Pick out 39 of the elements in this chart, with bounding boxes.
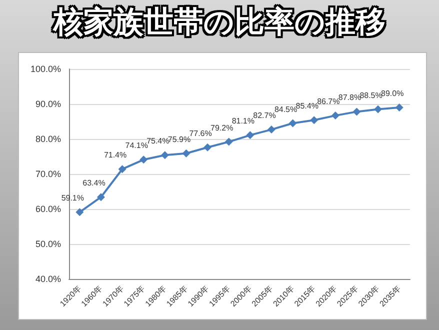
point bbox=[310, 116, 318, 124]
point bbox=[96, 193, 105, 202]
point bbox=[331, 112, 340, 120]
data-label: 79.2% bbox=[210, 123, 234, 132]
data-label: 81.1% bbox=[232, 116, 254, 126]
data-label: 71.4% bbox=[104, 150, 127, 160]
point bbox=[374, 105, 382, 114]
y-tick-label: 80.0% bbox=[35, 134, 61, 144]
y-tick-label: 40.0% bbox=[35, 274, 61, 284]
point bbox=[76, 208, 84, 216]
point bbox=[352, 108, 361, 116]
point bbox=[224, 138, 233, 146]
point bbox=[288, 119, 297, 128]
point bbox=[395, 104, 404, 112]
chart-title: 核家族世帯の比率の推移 bbox=[52, 4, 386, 42]
point bbox=[204, 143, 212, 152]
y-tick-label: 90.0% bbox=[35, 99, 61, 109]
y-tick-label: 100.0% bbox=[30, 64, 61, 74]
y-tick-label: 70.0% bbox=[35, 169, 61, 179]
data-label: 88.5% bbox=[360, 90, 382, 100]
point bbox=[118, 165, 126, 174]
data-label: 89.0% bbox=[381, 89, 404, 98]
data-label: 75.4% bbox=[146, 136, 170, 146]
data-label: 86.7% bbox=[317, 97, 340, 106]
data-label: 82.7% bbox=[253, 111, 276, 120]
point bbox=[140, 156, 148, 164]
data-label: 77.6% bbox=[189, 128, 212, 138]
data-label: 87.8% bbox=[338, 93, 362, 102]
point bbox=[182, 149, 190, 158]
y-tick-label: 50.0% bbox=[35, 239, 61, 249]
data-label: 85.4% bbox=[296, 102, 318, 111]
data-label: 63.4% bbox=[82, 178, 106, 188]
data-label: 75.9% bbox=[168, 134, 191, 144]
point bbox=[160, 151, 169, 160]
point bbox=[246, 131, 254, 140]
data-label: 84.5% bbox=[274, 104, 298, 114]
data-label: 74.1% bbox=[125, 141, 148, 150]
y-tick-label: 60.0% bbox=[35, 204, 61, 214]
point bbox=[267, 126, 276, 134]
